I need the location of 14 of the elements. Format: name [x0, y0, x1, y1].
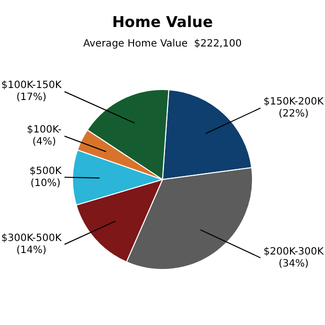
slice-label: $300K-500K — [1, 232, 62, 244]
chart-subtitle: Average Home Value $222,100 — [83, 38, 242, 50]
data-label: (10%) — [30, 178, 61, 189]
data-label: (4%) — [32, 136, 56, 148]
data-label: (17%) — [16, 92, 47, 104]
data-label: (14%) — [16, 244, 47, 256]
data-label: (22%) — [278, 108, 309, 120]
chart-title: Home Value — [112, 12, 213, 31]
data-label: (34%) — [278, 258, 309, 270]
slice-label: $100K-150K — [1, 80, 62, 92]
slice-label: $500K — [29, 166, 62, 177]
slice-label: $100K- — [26, 124, 62, 136]
slice-label: $150K-200K — [263, 96, 324, 108]
slice-label: $200K-300K — [263, 246, 324, 258]
